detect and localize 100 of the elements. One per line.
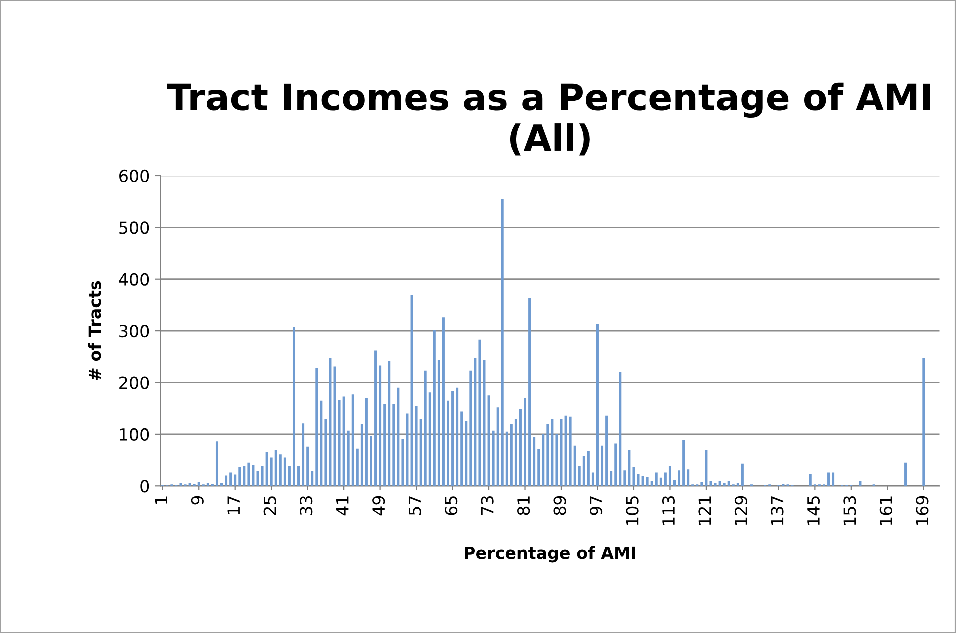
bar: [342, 396, 346, 486]
bar: [225, 476, 228, 486]
y-tick-label: 0: [140, 480, 150, 493]
bar: [198, 482, 200, 486]
bar: [564, 416, 568, 486]
x-tick-label: 25: [264, 496, 276, 516]
x-tick-label: 169: [916, 496, 929, 526]
bar: [279, 454, 282, 486]
bar: [668, 466, 672, 486]
bar: [655, 472, 658, 486]
bar: [324, 419, 328, 486]
bar: [478, 340, 482, 486]
bar: [447, 400, 450, 486]
bar: [288, 466, 291, 486]
bar: [298, 466, 300, 486]
bar: [274, 450, 278, 486]
bar: [452, 392, 454, 486]
x-tick-label: 57: [408, 496, 422, 516]
x-tick-label: 121: [698, 496, 712, 526]
bar: [569, 416, 572, 486]
bar: [718, 480, 722, 486]
x-tick-label: 9: [191, 496, 204, 505]
bar: [220, 484, 224, 486]
chart-title: Tract Incomes as a Percentage of AMI (All): [167, 82, 930, 156]
bar: [360, 424, 364, 486]
bar: [311, 471, 314, 486]
bar: [538, 449, 540, 486]
bar: [922, 358, 926, 486]
x-tick-label: 81: [517, 496, 530, 516]
bar: [646, 477, 649, 486]
bar: [556, 434, 558, 486]
bar: [687, 470, 690, 486]
bar: [292, 327, 296, 486]
bar: [524, 398, 527, 486]
bar: [533, 438, 536, 486]
bar: [741, 464, 744, 486]
bar: [528, 298, 532, 486]
bar: [637, 474, 640, 486]
bar: [728, 480, 730, 486]
bar: [710, 480, 712, 486]
bar: [614, 444, 618, 486]
bar: [483, 360, 486, 486]
x-tick-label: 137: [771, 496, 784, 526]
bar: [470, 370, 472, 486]
bar: [384, 404, 386, 486]
x-tick-label: 33: [300, 496, 313, 516]
bar: [320, 400, 323, 486]
bar: [551, 419, 554, 486]
bar: [248, 462, 250, 486]
bar: [374, 350, 378, 486]
bar: [356, 448, 359, 486]
bar: [329, 358, 332, 486]
bar: [474, 358, 477, 486]
bar: [501, 199, 504, 486]
bar: [632, 467, 636, 486]
bar: [606, 416, 608, 486]
x-tick-label: 73: [481, 496, 494, 516]
bar: [705, 450, 708, 486]
bar: [660, 478, 662, 486]
bar: [610, 471, 613, 486]
y-tick-label: 500: [120, 222, 150, 234]
bar: [460, 412, 464, 486]
y-tick-label: 200: [120, 376, 150, 390]
x-tick-label: 145: [808, 496, 820, 526]
y-tick-label: 100: [120, 428, 150, 442]
y-tick-label: 600: [120, 170, 150, 183]
bar: [442, 318, 445, 486]
bar: [723, 484, 726, 486]
bar: [306, 446, 310, 486]
bar: [859, 480, 862, 486]
bar: [574, 446, 576, 486]
bar: [678, 470, 681, 486]
bar: [619, 372, 622, 486]
x-tick-label: 1: [155, 496, 168, 504]
bar: [424, 370, 427, 486]
bar: [465, 422, 468, 486]
bar: [628, 450, 631, 486]
bar: [642, 476, 644, 486]
y-tick-label: 300: [120, 325, 150, 338]
bar: [828, 472, 830, 486]
bar: [514, 419, 518, 486]
bar: [302, 424, 305, 486]
bar: [506, 432, 508, 486]
bar: [587, 450, 590, 486]
bar: [415, 406, 418, 486]
bar: [216, 442, 218, 486]
bar: [365, 398, 368, 486]
bar: [456, 388, 459, 486]
bar: [546, 424, 550, 486]
bar: [334, 366, 336, 486]
x-tick-label: 89: [554, 496, 566, 516]
bar: [624, 470, 626, 486]
bar: [438, 360, 440, 486]
bar: [188, 483, 192, 486]
bar: [809, 474, 812, 486]
x-tick-label: 17: [228, 496, 240, 515]
x-tick-label: 105: [626, 496, 639, 526]
bar: [180, 484, 182, 486]
x-axis-title: Percentage of AMI: [465, 546, 636, 563]
bar: [904, 462, 908, 486]
